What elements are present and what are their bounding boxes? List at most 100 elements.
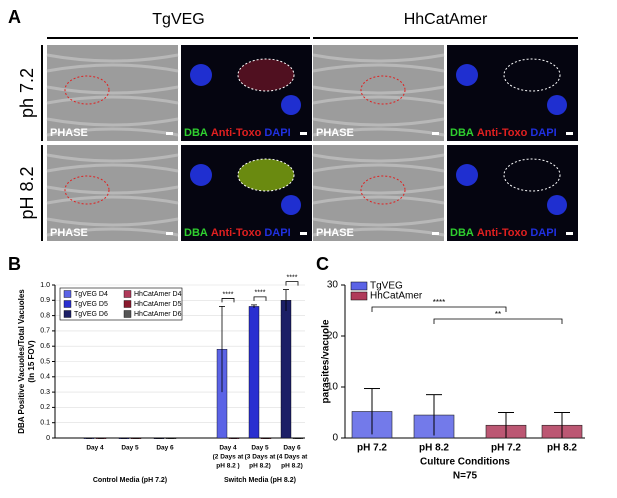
texture [312, 227, 445, 237]
x-tick-label: pH 8.2) [249, 463, 271, 470]
legend-label: HhCatAmer D5 [134, 301, 182, 308]
texture [46, 217, 179, 227]
stain-label: DAPI [264, 127, 290, 139]
stain-label: DBA [184, 127, 208, 139]
y-tick-label: 0.4 [40, 374, 50, 381]
stain-label: DBA [450, 127, 474, 139]
column-header: TgVEG [152, 11, 204, 28]
x-tick-label: pH 8.2 [547, 443, 577, 454]
legend-label: TgVEG D6 [74, 311, 108, 318]
scale-bar [166, 232, 173, 235]
row-label: pH 8.2 [17, 166, 37, 219]
y-tick-label: 30 [327, 280, 339, 291]
texture [312, 95, 445, 105]
row-label: ph 7.2 [17, 68, 37, 118]
significance-label: **** [433, 298, 445, 307]
texture [312, 163, 445, 173]
x-tick-label: Day 4 [219, 445, 237, 452]
phase-label: PHASE [316, 227, 354, 239]
texture [312, 195, 445, 205]
stain-labels: DBA Anti-Toxo DAPI [184, 127, 291, 139]
legend-swatch [123, 290, 132, 298]
scale-bar [432, 232, 439, 235]
texture [46, 53, 179, 63]
legend-swatch [123, 300, 132, 308]
legend-swatch [63, 300, 72, 308]
y-tick-label: 0.7 [40, 328, 50, 335]
sample-size: N=75 [453, 471, 478, 482]
texture [312, 53, 445, 63]
x-tick-label: Day 5 [251, 445, 269, 452]
dba-stain [238, 159, 294, 191]
dba-stain [238, 59, 294, 91]
x-tick-label: (3 Days at [245, 454, 277, 461]
scale-bar [566, 232, 573, 235]
texture [312, 85, 445, 95]
fluorescence-image [447, 145, 578, 241]
stain-labels: DBA Anti-Toxo DAPI [184, 227, 291, 239]
texture [312, 185, 445, 195]
texture [312, 63, 445, 73]
texture [46, 85, 179, 95]
vacuole-outline [64, 75, 110, 105]
texture [46, 227, 179, 237]
y-tick-label: 0.2 [40, 404, 50, 411]
scale-bar [432, 132, 439, 135]
significance-bracket [371, 306, 507, 312]
x-axis-label: Culture Conditions [420, 457, 510, 468]
stain-label: DAPI [530, 227, 556, 239]
x-tick-label: pH 7.2 [357, 443, 387, 454]
vacuole-outline [503, 158, 561, 192]
significance-label: **** [287, 274, 298, 281]
panel-label: A [8, 7, 21, 27]
texture [46, 153, 179, 163]
vacuole-outline [360, 175, 406, 205]
y-tick-label: 0.1 [40, 420, 50, 427]
legend-box [59, 287, 183, 321]
texture [312, 217, 445, 227]
group-label: Control Media (pH 7.2) [93, 477, 167, 484]
phase-label: PHASE [316, 127, 354, 139]
x-tick-label: Day 6 [283, 445, 301, 452]
vacuole-outline [237, 158, 295, 192]
stain-label: Anti-Toxo [477, 127, 528, 139]
x-tick-label: Day 4 [86, 445, 104, 452]
significance-bracket [433, 318, 563, 324]
y-tick-label: 0.3 [40, 389, 50, 396]
stain-label: DAPI [530, 127, 556, 139]
stain-label: DAPI [264, 227, 290, 239]
scale-bar [300, 232, 307, 235]
stain-labels: DBA Anti-Toxo DAPI [450, 127, 557, 139]
legend-label: HhCatAmer [370, 291, 423, 302]
y-tick-label: 0 [46, 435, 50, 442]
y-tick-label: 0.8 [40, 312, 50, 319]
x-tick-label: (2 Days at [213, 454, 245, 461]
stain-label: Anti-Toxo [211, 227, 262, 239]
y-tick-label: 0.6 [40, 343, 50, 350]
significance-label: **** [223, 291, 234, 298]
legend-swatch [63, 310, 72, 318]
y-tick-label: 20 [327, 331, 339, 342]
y-tick-label: 0.9 [40, 297, 50, 304]
x-tick-label: (4 Days at [277, 454, 309, 461]
nucleus [456, 164, 478, 186]
fluorescence-image [181, 145, 312, 241]
texture [46, 63, 179, 73]
legend-label: HhCatAmer D4 [134, 291, 182, 298]
stain-label: Anti-Toxo [477, 227, 528, 239]
vacuole-outline [360, 75, 406, 105]
legend-swatch [350, 291, 368, 301]
y-axis-label: (In 15 FOV) [27, 340, 36, 383]
vacuole-outline [503, 58, 561, 92]
x-tick-label: pH 7.2 [491, 443, 521, 454]
y-axis-label: DBA Positive Vacuoles/Total Vacuoles [17, 289, 26, 434]
y-tick-label: 1.0 [40, 282, 50, 289]
nucleus [190, 164, 212, 186]
legend-swatch [123, 310, 132, 318]
y-axis-label: parasites/vacuole [321, 319, 332, 403]
phase-label: PHASE [50, 127, 88, 139]
y-tick-label: 0 [332, 433, 338, 444]
nucleus [190, 64, 212, 86]
x-tick-label: Day 6 [156, 445, 174, 452]
panel-label: C [316, 254, 329, 274]
